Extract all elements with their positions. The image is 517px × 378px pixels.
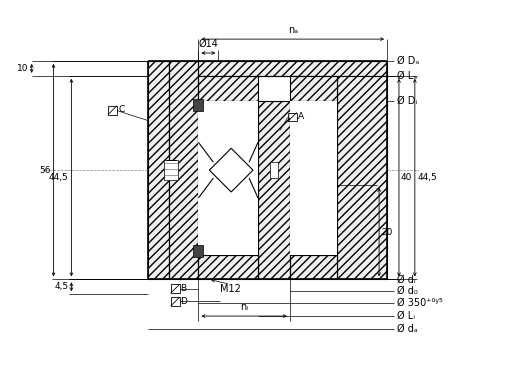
Text: A: A <box>298 112 304 121</box>
Text: 20: 20 <box>381 228 392 237</box>
Bar <box>290 101 338 254</box>
Text: Ø 350⁺⁰ʸ⁵: Ø 350⁺⁰ʸ⁵ <box>397 298 443 308</box>
Text: 44,5: 44,5 <box>49 173 68 182</box>
Text: Ø d₀: Ø d₀ <box>397 286 418 296</box>
Bar <box>270 162 278 178</box>
Text: 40: 40 <box>401 173 413 182</box>
Bar <box>290 76 338 101</box>
Bar <box>108 105 117 115</box>
Bar <box>164 160 178 180</box>
Text: B: B <box>180 284 187 293</box>
Bar <box>171 284 179 293</box>
Text: Ø14: Ø14 <box>199 39 218 49</box>
Text: 44,5: 44,5 <box>418 173 437 182</box>
Text: 4,5: 4,5 <box>54 282 68 291</box>
Bar <box>169 61 199 279</box>
Text: Ø dₐ: Ø dₐ <box>397 324 418 334</box>
Bar <box>338 76 387 279</box>
Text: Ø dᵢ: Ø dᵢ <box>397 274 416 284</box>
Bar <box>171 297 179 306</box>
Bar <box>199 61 387 76</box>
Bar <box>199 101 258 254</box>
Text: nᵢ: nᵢ <box>240 302 248 312</box>
Bar <box>199 76 258 101</box>
Text: Ø Dᵢ: Ø Dᵢ <box>397 96 417 106</box>
Bar <box>199 254 258 279</box>
Text: 56: 56 <box>39 166 51 175</box>
Text: 10: 10 <box>17 64 29 73</box>
Text: D: D <box>180 297 188 306</box>
Bar <box>258 101 290 279</box>
Text: M12: M12 <box>220 284 240 294</box>
Text: Ø Dₐ: Ø Dₐ <box>397 56 419 66</box>
Text: nₐ: nₐ <box>288 25 298 35</box>
Bar <box>288 113 297 121</box>
Text: Ø Lᵢ: Ø Lᵢ <box>397 311 415 321</box>
Bar <box>193 245 203 257</box>
Bar <box>290 254 338 279</box>
Bar <box>148 61 169 279</box>
Text: Ø Lₐ: Ø Lₐ <box>397 71 417 81</box>
Text: C: C <box>118 105 124 114</box>
Bar <box>193 99 203 111</box>
